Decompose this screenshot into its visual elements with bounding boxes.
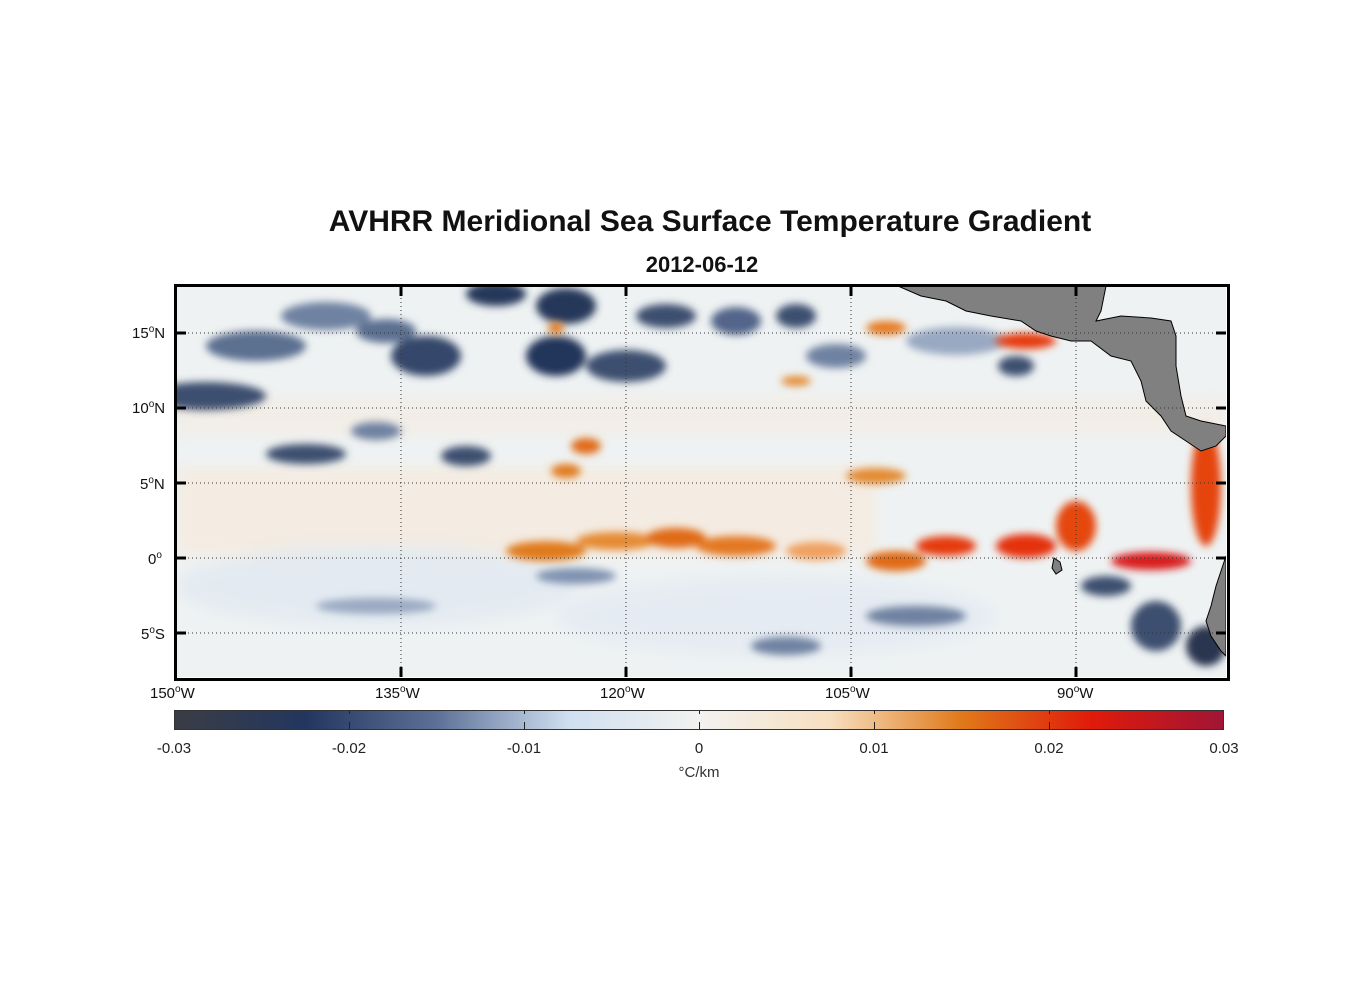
lon-label-135w: 135oW [375, 684, 420, 702]
colorbar-tick-label: 0.02 [1034, 740, 1064, 757]
light-background-texture [176, 396, 1226, 656]
central-america-landmass [897, 286, 1226, 452]
colorbar-tick-label: -0.03 [156, 740, 192, 757]
lon-label-150w: 150oW [150, 684, 195, 702]
colorbar [174, 710, 1224, 730]
lat-label-10n: 10oN [132, 399, 166, 417]
graticule [176, 286, 1226, 677]
map-frame [174, 284, 1230, 681]
lon-label-90w: 90oW [1057, 684, 1094, 702]
map-subtitle: 2012-06-12 [645, 252, 759, 277]
lon-label-105w: 105oW [825, 684, 870, 702]
colorbar-units-label: °C/km [678, 764, 720, 781]
positive-gradient-blobs [506, 321, 1221, 571]
colorbar-tick-label: -0.02 [331, 740, 367, 757]
colorbar-tick-label: -0.01 [506, 740, 542, 757]
lat-label-5n: 5oN [140, 475, 165, 493]
colorbar-tick-label: 0.01 [859, 740, 889, 757]
colorbar-tick-marks [349, 711, 1050, 729]
sst-gradient-field [176, 286, 1226, 677]
galapagos-island [1051, 557, 1063, 575]
colorbar-tick-label: 0 [694, 740, 704, 757]
south-america-coast [1205, 555, 1226, 657]
sst-gradient-map [176, 286, 1226, 677]
colorbar-tick-label: 0.03 [1209, 740, 1239, 757]
lat-label-5s: 5oS [141, 625, 165, 643]
lat-label-0: 0o [148, 550, 162, 568]
lon-label-120w: 120oW [600, 684, 645, 702]
lat-label-15n: 15oN [132, 324, 166, 342]
map-title: AVHRR Meridional Sea Surface Temperature… [328, 205, 1092, 238]
